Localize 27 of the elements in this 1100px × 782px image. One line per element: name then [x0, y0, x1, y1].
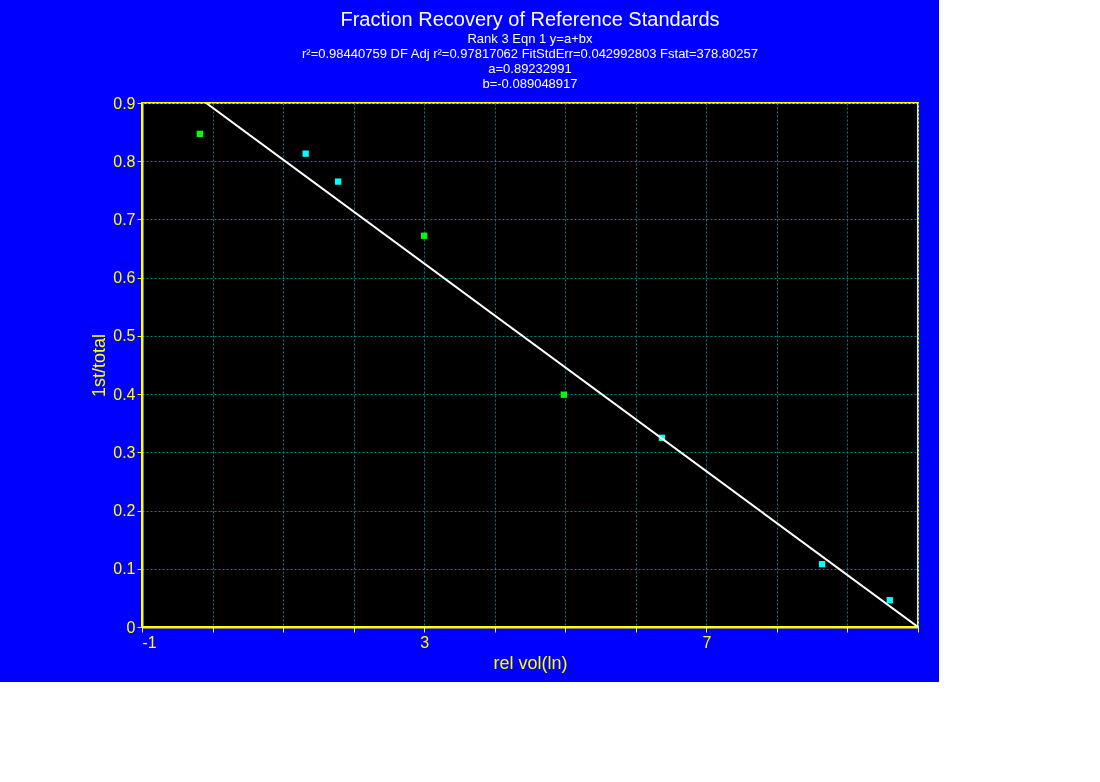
y-tick-label: 0.9: [113, 94, 136, 112]
chart-title: Fraction Recovery of Reference Standards: [340, 8, 720, 30]
y-tick-label: 0.8: [113, 152, 136, 170]
point: [196, 130, 204, 138]
y-tick-label: 0.6: [113, 269, 136, 287]
point: [886, 597, 893, 604]
point: [334, 178, 342, 185]
point: [302, 150, 309, 157]
y-tick-label: 0.3: [113, 443, 136, 461]
x-tick-label: 3: [420, 633, 430, 651]
point: [421, 232, 428, 239]
x-tick-label: 7: [702, 633, 712, 651]
y-tick-label: 0.4: [113, 385, 136, 403]
text: a=0.89232991: [488, 61, 572, 76]
y-tick-label: 0.7: [113, 210, 136, 228]
point: [818, 560, 826, 568]
text: r²=0.98440759 DF Adj r²=0.97817062 FitStdErr=0.042992803 Fstat=378.80257: [301, 46, 759, 61]
point: [560, 391, 568, 398]
y-tick-label: 0: [126, 618, 136, 636]
y-tick-label: 0.5: [113, 327, 136, 345]
x-axis-title: rel vol(ln): [493, 652, 568, 673]
y-axis-title: 1st/total: [89, 333, 110, 398]
text: b=-0.089048917: [482, 76, 578, 91]
y-tick-label: 0.2: [113, 502, 136, 520]
y-tick-label: 0.1: [113, 560, 136, 578]
x-tick-label: -1: [142, 633, 157, 651]
text: Rank 3 Eqn 1 y=a+bx: [467, 31, 593, 46]
